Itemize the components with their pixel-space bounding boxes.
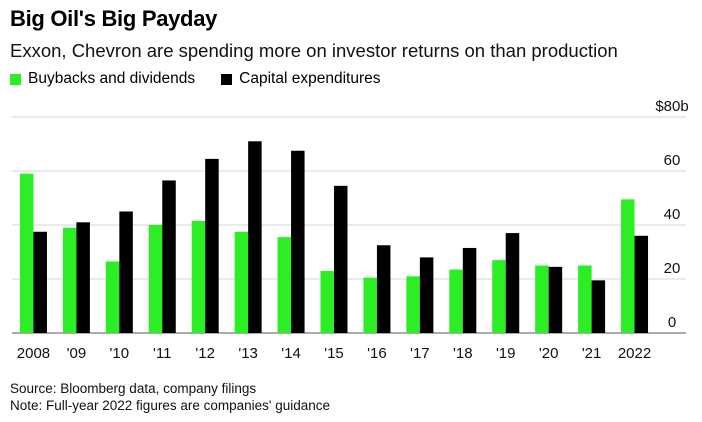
bar-buybacks — [277, 237, 292, 333]
x-tick-label: '11 — [153, 345, 171, 362]
x-tick-label: '20 — [539, 345, 559, 362]
bar-buybacks — [320, 270, 334, 333]
bar-buybacks — [19, 173, 34, 333]
x-tick-label: '17 — [410, 345, 430, 362]
bar-capex — [76, 222, 90, 333]
source-note: Source: Bloomberg data, company filings — [10, 381, 257, 396]
bar-capex — [462, 247, 477, 333]
bar-capex — [419, 257, 434, 333]
bar-capex — [162, 180, 176, 333]
y-tick-label: 0 — [668, 314, 676, 331]
bar-buybacks — [191, 220, 206, 333]
x-tick-label: 2008 — [17, 345, 50, 362]
y-tick-label: 40 — [664, 206, 681, 223]
bar-buybacks — [62, 227, 77, 333]
x-tick-label: '18 — [453, 345, 473, 362]
legend-label-buybacks: Buybacks and dividends — [28, 70, 196, 87]
bar-capex — [376, 245, 391, 333]
bar-buybacks — [492, 260, 506, 333]
legend-item-capex: Capital expenditures — [221, 70, 380, 88]
bar-capex — [119, 211, 133, 333]
x-tick-label: '09 — [67, 345, 87, 362]
bar-capex — [548, 266, 563, 333]
x-tick-label: '14 — [281, 345, 301, 362]
x-tick-label: 2022 — [618, 345, 651, 362]
y-tick-label: $80b — [655, 98, 688, 115]
x-tick-label: '13 — [238, 345, 258, 362]
x-tick-label: '10 — [110, 345, 130, 362]
y-tick-label: 60 — [664, 152, 681, 169]
bar-capex — [334, 185, 348, 333]
x-tick-label: '19 — [496, 345, 516, 362]
footnote: Note: Full-year 2022 figures are compani… — [10, 398, 331, 413]
x-tick-label: '16 — [367, 345, 387, 362]
x-tick-label: '15 — [324, 345, 344, 362]
legend-swatch-capex — [221, 73, 233, 85]
legend: Buybacks and dividends Capital expenditu… — [10, 70, 406, 88]
y-tick-label: 20 — [664, 260, 681, 277]
legend-label-capex: Capital expenditures — [239, 70, 381, 87]
bar-capex — [634, 235, 649, 333]
x-tick-label: '12 — [195, 345, 215, 362]
legend-swatch-buybacks — [10, 73, 21, 85]
bar-buybacks — [363, 277, 377, 333]
bar-capex — [505, 233, 520, 333]
chart-subtitle: Exxon, Chevron are spending more on inve… — [10, 40, 618, 61]
bar-capex — [291, 150, 305, 333]
legend-item-buybacks: Buybacks and dividends — [10, 70, 195, 88]
bar-capex — [591, 280, 606, 333]
bar-buybacks — [148, 225, 163, 333]
bar-buybacks — [234, 231, 249, 333]
bar-buybacks — [406, 276, 420, 333]
bar-capex — [33, 231, 47, 333]
x-tick-label: '21 — [582, 345, 602, 362]
bar-buybacks — [578, 265, 592, 333]
bar-buybacks — [105, 261, 120, 333]
chart-title: Big Oil's Big Payday — [10, 6, 218, 31]
bar-capex — [248, 141, 262, 333]
bar-capex — [205, 158, 219, 333]
bar-buybacks — [449, 269, 463, 333]
bar-buybacks — [535, 265, 549, 333]
bar-buybacks — [621, 199, 635, 333]
